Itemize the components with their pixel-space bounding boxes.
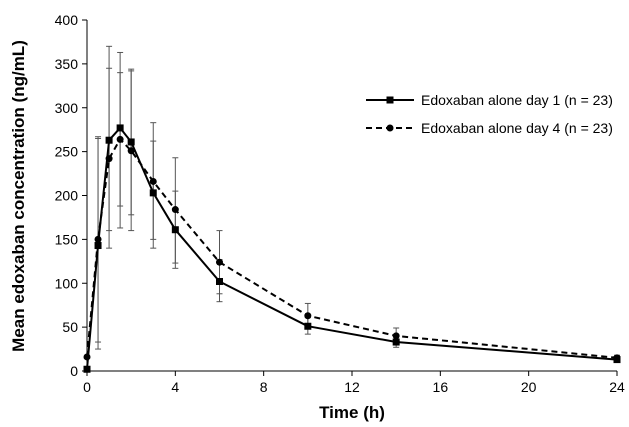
y-tick-label: 150	[55, 231, 79, 247]
series-line-day1	[86, 126, 618, 370]
y-tick-label: 100	[55, 275, 79, 291]
data-point-day4	[392, 332, 400, 340]
series-line-day4	[86, 138, 618, 359]
data-point-day4	[171, 206, 179, 214]
y-tick-label: 400	[55, 12, 79, 28]
data-point-day4	[127, 147, 135, 155]
x-tick-label: 4	[171, 379, 179, 395]
data-point-day4	[216, 258, 223, 266]
legend-label: Edoxaban alone day 1 (n = 23)	[421, 92, 613, 108]
data-point-day1	[83, 365, 91, 373]
data-point-day1	[94, 242, 102, 250]
x-tick-label: 24	[609, 379, 625, 395]
y-tick-label: 250	[55, 144, 79, 160]
data-point-day1	[171, 226, 179, 234]
data-point-day4	[613, 354, 621, 362]
y-tick-label: 0	[70, 363, 78, 379]
data-point-day1	[392, 338, 400, 346]
data-point-day4	[83, 353, 91, 361]
series-lines	[86, 126, 618, 370]
y-tick-label: 200	[55, 188, 79, 204]
data-point-day1	[304, 322, 312, 330]
x-tick-label: 12	[344, 379, 360, 395]
data-point-day1	[216, 277, 223, 285]
legend-label: Edoxaban alone day 4 (n = 23)	[421, 120, 613, 136]
y-axis-title: Mean edoxaban concentration (ng/mL)	[9, 40, 28, 352]
data-point-day4	[149, 177, 157, 185]
data-point-day4	[116, 135, 124, 143]
x-tick-label: 20	[521, 379, 537, 395]
legend-marker-square	[386, 96, 394, 104]
x-tick-label: 16	[433, 379, 449, 395]
y-tick-label: 350	[55, 56, 79, 72]
data-point-day1	[116, 124, 124, 132]
legend-marker-circle	[386, 124, 394, 132]
axes: 0 50 100 150 200 250 300 350 400 0 4 8 12 16 20 24	[55, 12, 625, 395]
data-markers	[83, 124, 621, 373]
x-axis-title: Time (h)	[319, 403, 385, 422]
data-point-day4	[105, 155, 113, 163]
x-tick-label: 0	[83, 379, 91, 395]
x-tick-label: 8	[260, 379, 268, 395]
data-point-day4	[304, 312, 312, 320]
data-point-day1	[105, 136, 113, 144]
y-tick-label: 300	[55, 100, 79, 116]
data-point-day1	[149, 189, 157, 197]
y-tick-label: 50	[62, 319, 78, 335]
data-point-day1	[127, 138, 135, 146]
legend: Edoxaban alone day 1 (n = 23) Edoxaban al…	[366, 92, 613, 136]
data-point-day4	[94, 235, 102, 243]
